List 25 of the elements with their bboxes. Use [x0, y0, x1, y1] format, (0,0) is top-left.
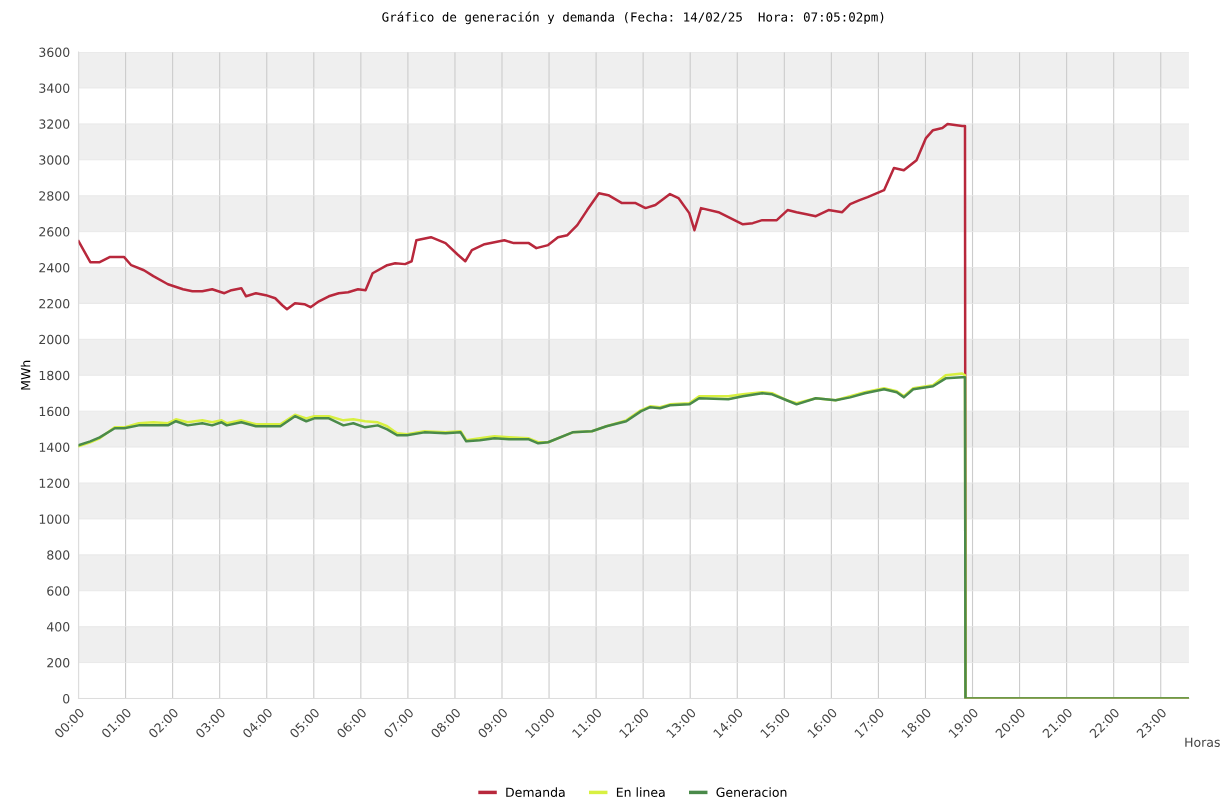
y-tick-label: 1600: [39, 406, 70, 417]
y-tick-label: 1400: [39, 442, 70, 453]
y-tick-label: 2200: [39, 298, 70, 309]
legend-label: Generacion: [716, 787, 787, 797]
y-tick-label: 600: [47, 586, 70, 596]
y-tick-label: 400: [46, 622, 70, 632]
y-tick-label: 3600: [39, 47, 70, 57]
y-tick-label: 800: [47, 550, 70, 560]
y-tick-label: 1200: [39, 478, 70, 488]
y-tick-label: 2000: [39, 334, 70, 345]
y-axis-title: MWh: [20, 360, 31, 390]
legend-label: Demanda: [506, 787, 565, 797]
y-tick-label: 3200: [39, 119, 70, 129]
y-tick-label: 0: [63, 693, 70, 704]
y-tick-label: 3000: [39, 155, 70, 165]
y-tick-label: 2800: [39, 191, 70, 201]
y-tick-label: 2600: [39, 227, 70, 237]
y-tick-label: 1000: [39, 514, 70, 524]
y-tick-label: 2400: [39, 263, 70, 273]
y-tick-label: 3400: [39, 83, 70, 93]
y-tick-label: 1800: [39, 370, 70, 381]
x-axis-title: Horas: [1185, 737, 1220, 747]
chart-title: Gráfico de generación y demanda (Fecha: 14/02/25 Hora: 07:05:02pm): [382, 11, 884, 25]
y-tick-label: 200: [47, 658, 70, 668]
legend-label: En linea: [616, 787, 665, 797]
